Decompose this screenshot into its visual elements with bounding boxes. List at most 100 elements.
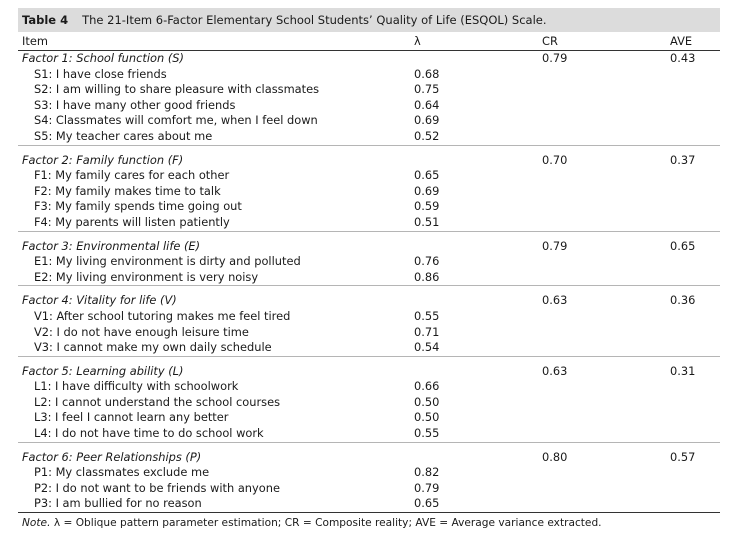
factor-separator bbox=[18, 355, 720, 364]
item-ave bbox=[666, 379, 720, 395]
table-row: L4: I do not have time to do school work… bbox=[18, 426, 720, 442]
factor-name: Factor 2: Family function (F) bbox=[22, 152, 184, 167]
separator-cell bbox=[410, 144, 538, 153]
factor-name: Factor 6: Peer Relationships (P) bbox=[22, 449, 202, 464]
item-text: F1: My family cares for each other bbox=[34, 168, 230, 183]
factor-separator bbox=[18, 285, 720, 294]
separator-cell bbox=[18, 285, 410, 294]
item-cr bbox=[538, 113, 666, 129]
header-item: Item bbox=[18, 32, 410, 51]
factor-lambda bbox=[410, 153, 538, 169]
item-text: E1: My living environment is dirty and p… bbox=[34, 254, 301, 269]
factor-separator bbox=[18, 441, 720, 450]
item-ave bbox=[666, 465, 720, 481]
item-text: S2: I am willing to share pleasure with … bbox=[34, 82, 320, 97]
item-text: E2: My living environment is very noisy bbox=[34, 269, 259, 284]
table-row: L1: I have difficulty with schoolwork 0.6… bbox=[18, 379, 720, 395]
item-cr bbox=[538, 98, 666, 114]
factor-cr: 0.80 bbox=[542, 449, 568, 464]
item-ave bbox=[666, 129, 720, 145]
item-lambda: 0.69 bbox=[414, 113, 440, 128]
separator-cell bbox=[410, 441, 538, 450]
item-ave bbox=[666, 395, 720, 411]
table-row: E1: My living environment is dirty and p… bbox=[18, 254, 720, 270]
separator-cell bbox=[18, 230, 410, 239]
separator-cell bbox=[538, 285, 666, 294]
item-cr bbox=[538, 309, 666, 325]
item-ave bbox=[666, 426, 720, 442]
item-text: P1: My classmates exclude me bbox=[34, 465, 210, 480]
factor-ave: 0.36 bbox=[670, 293, 696, 308]
table-row: V3: I cannot make my own daily schedule 0… bbox=[18, 340, 720, 356]
item-lambda: 0.59 bbox=[414, 199, 440, 214]
table-row: F4: My parents will listen patiently 0.51 bbox=[18, 215, 720, 231]
item-cr bbox=[538, 496, 666, 514]
item-cr bbox=[538, 426, 666, 442]
item-lambda: 0.71 bbox=[414, 324, 440, 339]
item-cr bbox=[538, 129, 666, 145]
item-text: L4: I do not have time to do school work bbox=[34, 426, 264, 441]
item-lambda: 0.64 bbox=[414, 97, 440, 112]
item-cr bbox=[538, 270, 666, 286]
item-text: L2: I cannot understand the school cours… bbox=[34, 394, 281, 409]
item-lambda: 0.86 bbox=[414, 269, 440, 284]
table-row: P2: I do not want to be friends with any… bbox=[18, 481, 720, 497]
item-cr bbox=[538, 215, 666, 231]
item-lambda: 0.65 bbox=[410, 496, 538, 514]
factor-row: Factor 5: Learning ability (L) 0.63 0.31 bbox=[18, 364, 720, 380]
factor-row: Factor 6: Peer Relationships (P) 0.80 0.57 bbox=[18, 450, 720, 466]
item-lambda: 0.51 bbox=[414, 214, 440, 229]
table-caption: Table 4 The 21-Item 6-Factor Elementary S… bbox=[18, 8, 720, 32]
item-text: V2: I do not have enough leisure time bbox=[34, 324, 249, 339]
factor-name: Factor 3: Environmental life (E) bbox=[22, 238, 201, 253]
separator-cell bbox=[666, 355, 720, 364]
item-ave bbox=[666, 340, 720, 356]
item-lambda: 0.65 bbox=[414, 168, 440, 183]
factor-lambda bbox=[410, 239, 538, 255]
factor-row: Factor 4: Vitality for life (V) 0.63 0.36 bbox=[18, 293, 720, 309]
separator-cell bbox=[18, 441, 410, 450]
item-lambda: 0.50 bbox=[414, 410, 440, 425]
separator-cell bbox=[538, 144, 666, 153]
item-ave bbox=[666, 254, 720, 270]
item-text: S5: My teacher cares about me bbox=[34, 128, 213, 143]
item-text: F2: My family makes time to talk bbox=[34, 183, 221, 198]
item-lambda: 0.75 bbox=[414, 82, 440, 97]
item-text: S4: Classmates will comfort me, when I f… bbox=[34, 113, 318, 128]
item-text: P3: I am bullied for no reason bbox=[18, 496, 410, 514]
item-lambda: 0.76 bbox=[414, 254, 440, 269]
item-ave bbox=[666, 113, 720, 129]
item-lambda: 0.54 bbox=[414, 340, 440, 355]
item-text: S3: I have many other good friends bbox=[34, 97, 236, 112]
factor-separator bbox=[18, 144, 720, 153]
separator-cell bbox=[666, 144, 720, 153]
table-body: Factor 1: School function (S) 0.79 0.43 S1:… bbox=[18, 51, 720, 514]
item-cr bbox=[538, 340, 666, 356]
header-ave: AVE bbox=[666, 32, 720, 51]
factor-cr: 0.63 bbox=[542, 363, 568, 378]
factor-lambda bbox=[410, 51, 538, 67]
item-ave bbox=[666, 309, 720, 325]
separator-cell bbox=[666, 441, 720, 450]
factor-cr: 0.70 bbox=[542, 152, 568, 167]
table-row: P1: My classmates exclude me 0.82 bbox=[18, 465, 720, 481]
table-row: S4: Classmates will comfort me, when I f… bbox=[18, 113, 720, 129]
table-row: F3: My family spends time going out 0.59 bbox=[18, 199, 720, 215]
item-ave bbox=[666, 270, 720, 286]
item-text: F3: My family spends time going out bbox=[34, 199, 242, 214]
item-cr bbox=[538, 168, 666, 184]
factor-lambda bbox=[410, 293, 538, 309]
table-row: V1: After school tutoring makes me feel … bbox=[18, 309, 720, 325]
separator-cell bbox=[410, 355, 538, 364]
table-title: The 21-Item 6-Factor Elementary School S… bbox=[82, 13, 547, 27]
item-text: L3: I feel I cannot learn any better bbox=[34, 410, 229, 425]
table-row: F1: My family cares for each other 0.65 bbox=[18, 168, 720, 184]
separator-cell bbox=[538, 441, 666, 450]
item-cr bbox=[538, 410, 666, 426]
header-row: Item λ CR AVE bbox=[18, 32, 720, 51]
item-lambda: 0.55 bbox=[414, 308, 440, 323]
separator-cell bbox=[18, 144, 410, 153]
item-cr bbox=[538, 254, 666, 270]
item-lambda: 0.68 bbox=[414, 66, 440, 81]
item-ave bbox=[666, 199, 720, 215]
